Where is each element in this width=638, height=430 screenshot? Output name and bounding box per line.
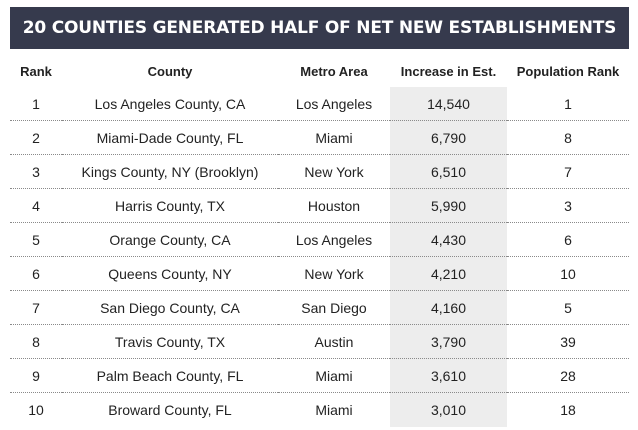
cell-increase: 14,540 (390, 87, 507, 121)
table-row: 6 Queens County, NY New York 4,210 10 (10, 256, 629, 291)
chart-title: 20 COUNTIES GENERATED HALF OF NET NEW ES… (22, 18, 617, 38)
table-row: 2 Miami-Dade County, FL Miami 6,790 8 (10, 120, 629, 155)
cell-population-rank: 39 (507, 324, 629, 359)
table-row: 10 Broward County, FL Miami 3,010 18 (10, 393, 629, 427)
header-population-rank: Population Rank (516, 63, 620, 79)
table-row: 5 Orange County, CA Los Angeles 4,430 6 (10, 222, 629, 257)
cell-rank: 7 (10, 290, 62, 325)
cell-metro-area: Austin (278, 324, 390, 359)
cell-rank: 8 (10, 324, 62, 359)
table-row: 7 San Diego County, CA San Diego 4,160 5 (10, 290, 629, 325)
cell-metro-area: Houston (278, 188, 390, 223)
cell-rank: 2 (10, 120, 62, 155)
cell-metro-area: Los Angeles (278, 222, 390, 257)
cell-population-rank: 6 (507, 222, 629, 257)
cell-population-rank: 5 (507, 290, 629, 325)
cell-county: Palm Beach County, FL (62, 358, 278, 393)
cell-county: Queens County, NY (62, 256, 278, 291)
cell-increase: 4,160 (390, 290, 507, 325)
cell-population-rank: 28 (507, 358, 629, 393)
cell-rank: 9 (10, 358, 62, 393)
cell-increase: 3,790 (390, 324, 507, 359)
title-bar: 20 COUNTIES GENERATED HALF OF NET NEW ES… (10, 7, 629, 49)
header-metro-area: Metro Area (300, 63, 368, 79)
cell-county: San Diego County, CA (62, 290, 278, 325)
header-rank: Rank (20, 63, 52, 79)
table-row: 1 Los Angeles County, CA Los Angeles 14,540… (10, 87, 629, 121)
cell-metro-area: New York (278, 154, 390, 189)
cell-population-rank: 3 (507, 188, 629, 223)
cell-population-rank: 7 (507, 154, 629, 189)
cell-metro-area: San Diego (278, 290, 390, 325)
table-row: 3 Kings County, NY (Brooklyn) New York 6,51… (10, 154, 629, 189)
cell-rank: 6 (10, 256, 62, 291)
table-row: 8 Travis County, TX Austin 3,790 39 (10, 324, 629, 359)
cell-county: Los Angeles County, CA (62, 87, 278, 121)
cell-increase: 3,610 (390, 358, 507, 393)
cell-increase: 4,210 (390, 256, 507, 291)
table-row: 9 Palm Beach County, FL Miami 3,610 28 (10, 358, 629, 393)
table-row: 4 Harris County, TX Houston 5,990 3 (10, 188, 629, 223)
cell-increase: 5,990 (390, 188, 507, 223)
header-county: County (147, 63, 193, 79)
cell-population-rank: 8 (507, 120, 629, 155)
cell-population-rank: 1 (507, 87, 629, 121)
cell-county: Harris County, TX (62, 188, 278, 223)
cell-county: Travis County, TX (62, 324, 278, 359)
counties-table: Rank County Metro Area Increase in Est. … (10, 55, 629, 426)
cell-metro-area: New York (278, 256, 390, 291)
cell-metro-area: Miami (315, 401, 353, 418)
table-body: 1 Los Angeles County, CA Los Angeles 14,540… (10, 87, 629, 426)
cell-metro-area: Miami (278, 120, 390, 155)
cell-metro-area: Los Angeles (278, 87, 390, 121)
cell-county: Kings County, NY (Brooklyn) (62, 154, 278, 189)
cell-rank: 5 (10, 222, 62, 257)
cell-increase: 6,510 (390, 154, 507, 189)
cell-metro-area: Miami (278, 358, 390, 393)
cell-rank: 3 (10, 154, 62, 189)
cell-county: Broward County, FL (108, 401, 232, 418)
cell-population-rank: 18 (560, 401, 576, 418)
cell-county: Miami-Dade County, FL (62, 120, 278, 155)
cell-rank: 4 (10, 188, 62, 223)
cell-increase: 6,790 (390, 120, 507, 155)
cell-rank: 1 (10, 87, 62, 121)
cell-population-rank: 10 (507, 256, 629, 291)
cell-increase: 4,430 (390, 222, 507, 257)
cell-county: Orange County, CA (62, 222, 278, 257)
table-header-row: Rank County Metro Area Increase in Est. … (10, 55, 629, 87)
header-increase: Increase in Est. (400, 63, 497, 79)
cell-rank: 10 (28, 401, 44, 418)
cell-increase: 3,010 (430, 401, 467, 418)
